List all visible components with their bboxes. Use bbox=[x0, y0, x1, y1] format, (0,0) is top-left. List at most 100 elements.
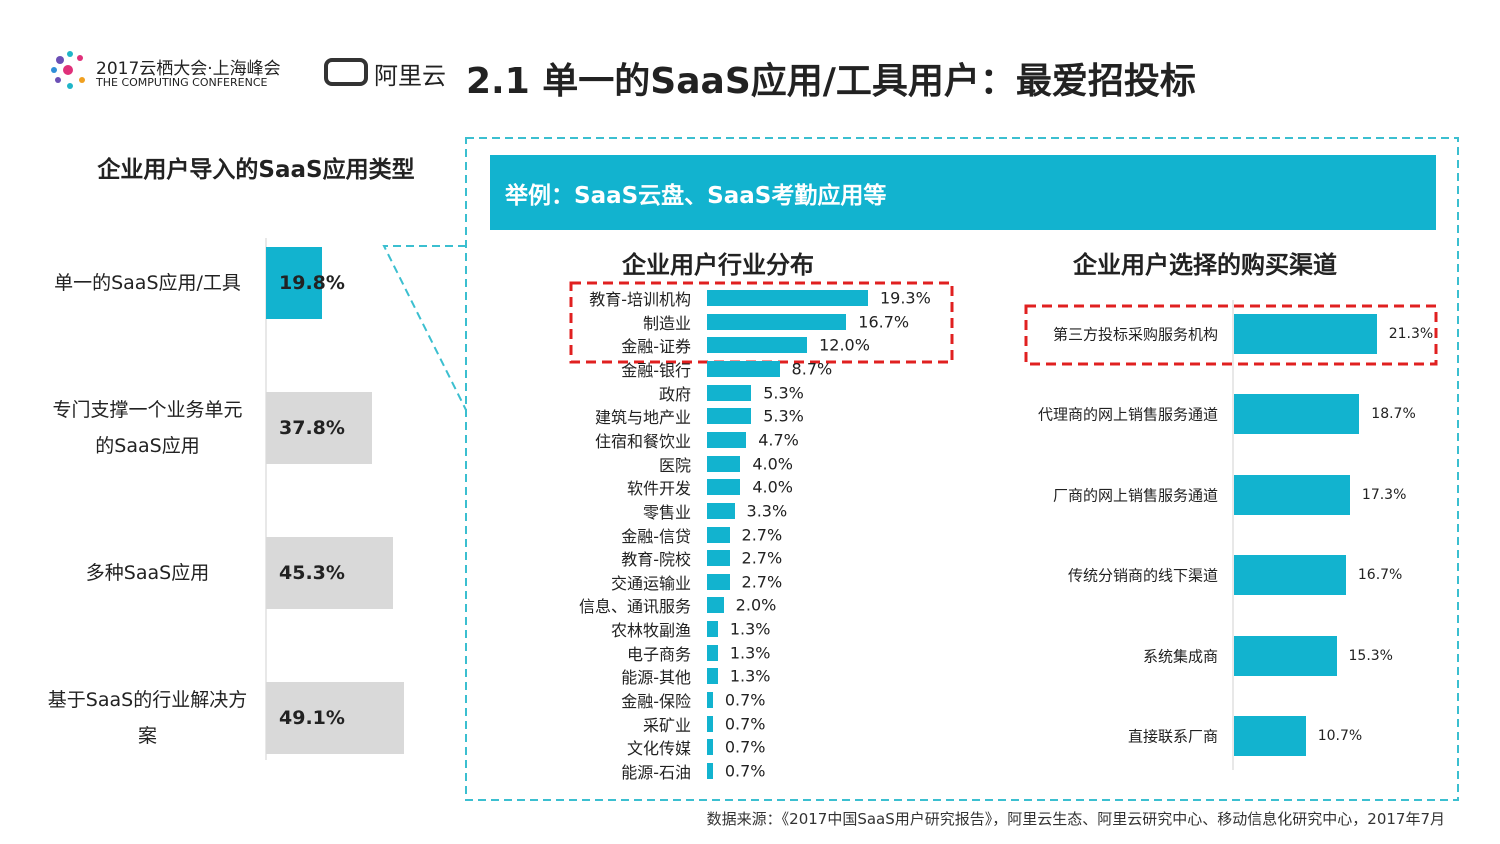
category-label: 农林牧副渔 bbox=[610, 621, 691, 641]
category-label: 电子商务 bbox=[626, 644, 691, 664]
event-name: 2017云栖大会·上海峰会 bbox=[96, 59, 281, 79]
value-label: 4.0% bbox=[752, 477, 794, 497]
value-label: 12.0% bbox=[819, 335, 870, 355]
value-label: 5.3% bbox=[763, 383, 804, 403]
value-label: 18.7% bbox=[1371, 406, 1416, 423]
value-label: 0.7% bbox=[724, 737, 766, 757]
value-label: 21.3% bbox=[1388, 326, 1434, 342]
value-label: 1.3% bbox=[729, 666, 771, 686]
bar bbox=[1234, 394, 1360, 435]
chart-title: 企业用户行业分布 bbox=[622, 251, 814, 279]
value-label: 0.7% bbox=[724, 761, 766, 781]
bar bbox=[707, 360, 780, 377]
category-label: 能源-石油 bbox=[621, 763, 691, 782]
bar bbox=[707, 550, 730, 567]
bar bbox=[707, 715, 713, 732]
category-label: 建筑与地产业 bbox=[594, 408, 691, 428]
banner-bg bbox=[490, 155, 1436, 230]
slide-title: 2.1 单一的SaaS应用/工具用户：最爱招投标 bbox=[466, 61, 1196, 102]
category-label: 金融-银行 bbox=[621, 360, 691, 380]
bar bbox=[707, 431, 747, 448]
category-label: 直接联系厂商 bbox=[1127, 727, 1218, 746]
bar bbox=[707, 739, 713, 756]
detail-frame bbox=[465, 137, 1459, 801]
value-label: 16.7% bbox=[858, 312, 910, 332]
value-label: 19.3% bbox=[879, 288, 931, 308]
value-label: 16.7% bbox=[1357, 567, 1403, 584]
bar bbox=[707, 455, 741, 472]
value-label: 5.3% bbox=[763, 406, 804, 426]
category-label: 基于SaaS的行业解决方案 bbox=[47, 689, 248, 747]
category-label: 厂商的网上销售服务通道 bbox=[1052, 486, 1218, 505]
bar bbox=[707, 621, 718, 638]
chart-title: 企业用户导入的SaaS应用类型 bbox=[97, 157, 415, 183]
value-label: 1.3% bbox=[729, 619, 771, 639]
bar bbox=[707, 644, 718, 661]
category-label: 金融-保险 bbox=[621, 692, 691, 712]
bar bbox=[707, 408, 752, 425]
value-label: 2.7% bbox=[741, 572, 783, 592]
bar bbox=[707, 763, 713, 779]
value-label: 2.0% bbox=[735, 595, 777, 615]
category-label: 交通运输业 bbox=[610, 573, 691, 593]
bar bbox=[707, 313, 847, 330]
source: 数据来源：《2017中国SaaS用户研究报告》，阿里云生态、阿里云研究中心、移动… bbox=[706, 810, 1445, 828]
category-label: 金融-证券 bbox=[621, 337, 691, 357]
bar bbox=[707, 384, 752, 401]
value-label: 37.8% bbox=[279, 417, 345, 439]
category-label: 专门支撑一个业务单元的SaaS应用 bbox=[52, 399, 243, 457]
value-label: 45.3% bbox=[279, 562, 345, 584]
value-label: 2.7% bbox=[741, 525, 783, 544]
bar bbox=[707, 668, 718, 685]
category-label: 文化传媒 bbox=[626, 739, 691, 759]
bar bbox=[1234, 555, 1346, 596]
value-label: 8.7% bbox=[791, 359, 833, 379]
bar bbox=[707, 502, 735, 519]
bar bbox=[707, 479, 741, 496]
highlight-box bbox=[1024, 304, 1438, 366]
category-label: 软件开发 bbox=[626, 479, 691, 499]
value-label: 0.7% bbox=[724, 690, 766, 710]
value-label: 0.7% bbox=[724, 714, 766, 734]
value-label: 10.7% bbox=[1317, 728, 1363, 744]
category-label: 医院 bbox=[658, 455, 691, 475]
value-label: 17.3% bbox=[1361, 486, 1407, 503]
chart-title: 企业用户选择的购买渠道 bbox=[1073, 251, 1337, 279]
bar bbox=[1234, 716, 1306, 756]
category-label: 制造业 bbox=[642, 313, 691, 333]
category-label: 教育-院校 bbox=[621, 550, 691, 570]
value-label: 15.3% bbox=[1348, 647, 1393, 664]
event-sub: THE COMPUTING CONFERENCE bbox=[96, 76, 268, 89]
value-label: 49.1% bbox=[279, 707, 345, 729]
category-label: 第三方投标采购服务机构 bbox=[1052, 325, 1218, 344]
category-label: 传统分销商的线下渠道 bbox=[1067, 566, 1218, 585]
bar bbox=[266, 682, 404, 754]
category-label: 教育-培训机构 bbox=[589, 290, 691, 309]
bar bbox=[707, 573, 730, 590]
value-label: 3.3% bbox=[746, 501, 788, 521]
value-label: 2.7% bbox=[741, 548, 783, 568]
bar bbox=[1234, 314, 1377, 354]
category-label: 代理商的网上销售服务通道 bbox=[1037, 405, 1218, 424]
bar bbox=[707, 337, 808, 354]
category-label: 系统集成商 bbox=[1142, 647, 1218, 666]
category-label: 多种SaaS应用 bbox=[85, 562, 210, 584]
value-label: 4.7% bbox=[758, 430, 799, 450]
bar bbox=[266, 392, 373, 464]
bar bbox=[266, 537, 394, 609]
category-label: 采矿业 bbox=[642, 715, 691, 735]
category-label: 金融-信贷 bbox=[621, 526, 691, 546]
value-label: 4.0% bbox=[752, 454, 794, 474]
category-label: 住宿和餐饮业 bbox=[594, 431, 691, 451]
brand: 阿里云 bbox=[374, 62, 446, 90]
category-label: 零售业 bbox=[642, 502, 691, 522]
category-label: 能源-其他 bbox=[621, 668, 691, 688]
bar bbox=[707, 290, 868, 306]
value-label: 19.8% bbox=[279, 272, 345, 294]
banner: 举例：SaaS云盘、SaaS考勤应用等 bbox=[505, 183, 887, 209]
bar bbox=[266, 247, 322, 319]
bar bbox=[707, 597, 724, 614]
bar bbox=[1234, 474, 1350, 515]
